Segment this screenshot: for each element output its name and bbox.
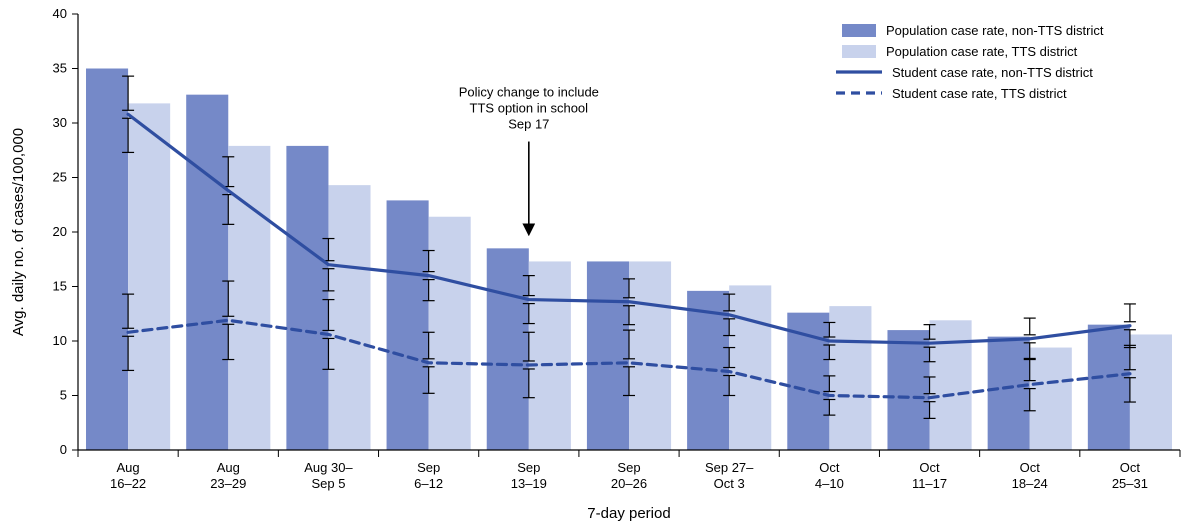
y-axis-label: Avg. daily no. of cases/100,000 [10,128,27,336]
x-tick-label: Aug [217,460,240,475]
y-tick-label: 0 [60,442,67,457]
bar [429,217,471,450]
x-tick-label: 23–29 [210,476,246,491]
legend-label: Population case rate, non-TTS district [886,23,1104,38]
x-tick-label: Oct [919,460,940,475]
error-bars [122,76,1136,418]
legend-label: Population case rate, TTS district [886,44,1078,59]
bar [629,261,671,450]
bar [829,306,871,450]
legend-swatch [842,24,876,37]
bar [1088,325,1130,450]
legend: Population case rate, non-TTS district Po… [836,23,1104,101]
y-tick-label: 35 [53,61,67,76]
chart-container: 0510152025303540Aug16–22Aug23–29Aug 30–S… [0,0,1200,530]
x-tick-label: 6–12 [414,476,443,491]
x-tick-label: Sep [617,460,640,475]
x-tick-label: Sep 27– [705,460,754,475]
legend-swatch [842,45,876,58]
x-tick-label: 18–24 [1012,476,1048,491]
x-axis-label: 7-day period [587,505,670,522]
x-tick-label: 11–17 [912,476,947,491]
legend-label: Student case rate, non-TTS district [892,65,1093,80]
chart-svg: 0510152025303540Aug16–22Aug23–29Aug 30–S… [0,0,1200,530]
bar [529,261,571,450]
x-tick-label: Sep [517,460,540,475]
bar [86,69,128,451]
x-tick-label: Oct [1020,460,1041,475]
bar [228,146,270,450]
y-tick-label: 25 [53,170,67,185]
bar [1130,334,1172,450]
x-tick-label: Aug 30– [304,460,353,475]
y-tick-label: 5 [60,388,67,403]
x-tick-label: 20–26 [611,476,647,491]
y-tick-label: 15 [53,279,67,294]
y-tick-label: 40 [53,6,67,21]
x-tick-label: Sep [417,460,440,475]
bar [128,103,170,450]
bar [930,320,972,450]
bar [387,200,429,450]
bar [487,248,529,450]
y-tick-label: 30 [53,115,67,130]
bar [887,330,929,450]
annotation-text: Sep 17 [508,116,549,131]
legend-label: Student case rate, TTS district [892,86,1067,101]
x-tick-label: 16–22 [110,476,146,491]
annotation-text: TTS option in school [470,100,589,115]
bar [186,95,228,450]
x-tick-label: Oct [1120,460,1141,475]
y-tick-label: 10 [53,333,67,348]
x-tick-label: 25–31 [1112,476,1148,491]
bar [729,285,771,450]
x-tick-label: Oct [819,460,840,475]
bar [286,146,328,450]
bar [988,337,1030,450]
x-tick-label: 13–19 [511,476,547,491]
annotation-text: Policy change to include [459,84,599,99]
x-tick-label: Aug [117,460,140,475]
bar [328,185,370,450]
x-tick-label: Oct 3 [714,476,745,491]
bar [1030,348,1072,450]
bar [587,261,629,450]
y-tick-label: 20 [53,224,67,239]
x-tick-label: Sep 5 [311,476,345,491]
x-tick-label: 4–10 [815,476,844,491]
